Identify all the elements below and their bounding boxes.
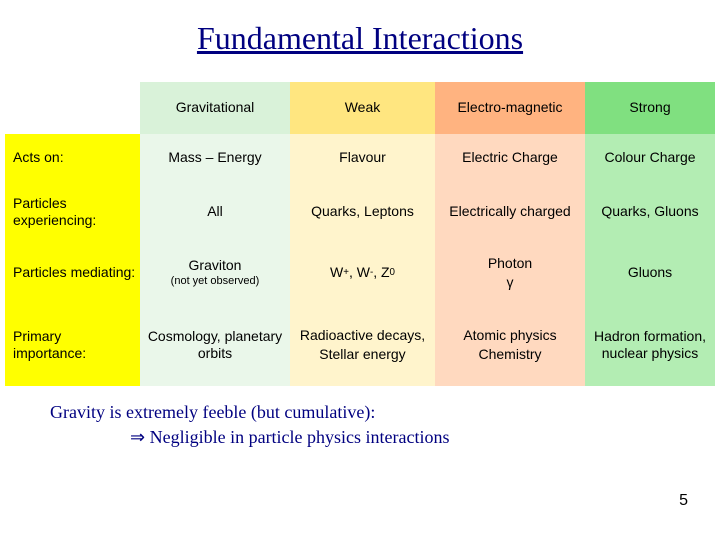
corner-empty: [5, 82, 140, 134]
cell-exp-strong: Quarks, Gluons: [585, 182, 715, 242]
cell-imp-em: Atomic physics Chemistry: [435, 304, 585, 386]
cell-med-weak: W+, W-, Z0: [290, 242, 435, 304]
em-imp-line2: Chemistry: [478, 346, 541, 364]
footer-line2-text: Negligible in particle physics interacti…: [150, 427, 450, 447]
cell-exp-grav: All: [140, 182, 290, 242]
graviton-label: Graviton: [189, 257, 242, 275]
col-header-strong: Strong: [585, 82, 715, 134]
col-header-gravitational: Gravitational: [140, 82, 290, 134]
gamma-symbol: γ: [507, 274, 514, 292]
cell-exp-em: Electrically charged: [435, 182, 585, 242]
weak-imp-line1: Radioactive decays,: [300, 327, 425, 345]
interactions-table: Gravitational Weak Electro-magnetic Stro…: [5, 82, 710, 386]
page-title: Fundamental Interactions: [0, 0, 720, 82]
page-number: 5: [679, 492, 688, 510]
row-header-importance: Primary importance:: [5, 304, 140, 386]
photon-label: Photon: [488, 255, 532, 273]
col-header-weak: Weak: [290, 82, 435, 134]
cell-acts-em: Electric Charge: [435, 134, 585, 182]
row-header-experiencing: Particles experiencing:: [5, 182, 140, 242]
cell-acts-strong: Colour Charge: [585, 134, 715, 182]
cell-exp-weak: Quarks, Leptons: [290, 182, 435, 242]
arrow-icon: ⇒: [130, 427, 145, 447]
cell-acts-grav: Mass – Energy: [140, 134, 290, 182]
footer-line2: ⇒ Negligible in particle physics interac…: [50, 425, 690, 450]
row-header-acts-on: Acts on:: [5, 134, 140, 182]
weak-imp-line2: Stellar energy: [319, 346, 405, 364]
graviton-note: (not yet observed): [171, 275, 260, 289]
footer-line1: Gravity is extremely feeble (but cumulat…: [50, 400, 690, 425]
em-imp-line1: Atomic physics: [463, 327, 556, 345]
row-header-mediating: Particles mediating:: [5, 242, 140, 304]
cell-med-grav: Graviton (not yet observed): [140, 242, 290, 304]
footer-note: Gravity is extremely feeble (but cumulat…: [0, 386, 720, 450]
cell-imp-strong: Hadron formation, nuclear physics: [585, 304, 715, 386]
cell-imp-weak: Radioactive decays, Stellar energy: [290, 304, 435, 386]
cell-imp-grav: Cosmology, planetary orbits: [140, 304, 290, 386]
cell-med-strong: Gluons: [585, 242, 715, 304]
cell-acts-weak: Flavour: [290, 134, 435, 182]
col-header-em: Electro-magnetic: [435, 82, 585, 134]
cell-med-em: Photon γ: [435, 242, 585, 304]
